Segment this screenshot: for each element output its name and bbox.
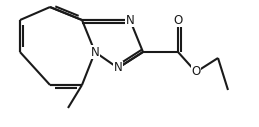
Text: N: N xyxy=(91,45,99,59)
Text: O: O xyxy=(173,14,183,27)
Text: N: N xyxy=(114,61,122,75)
Text: N: N xyxy=(126,14,134,27)
Text: O: O xyxy=(191,66,201,78)
